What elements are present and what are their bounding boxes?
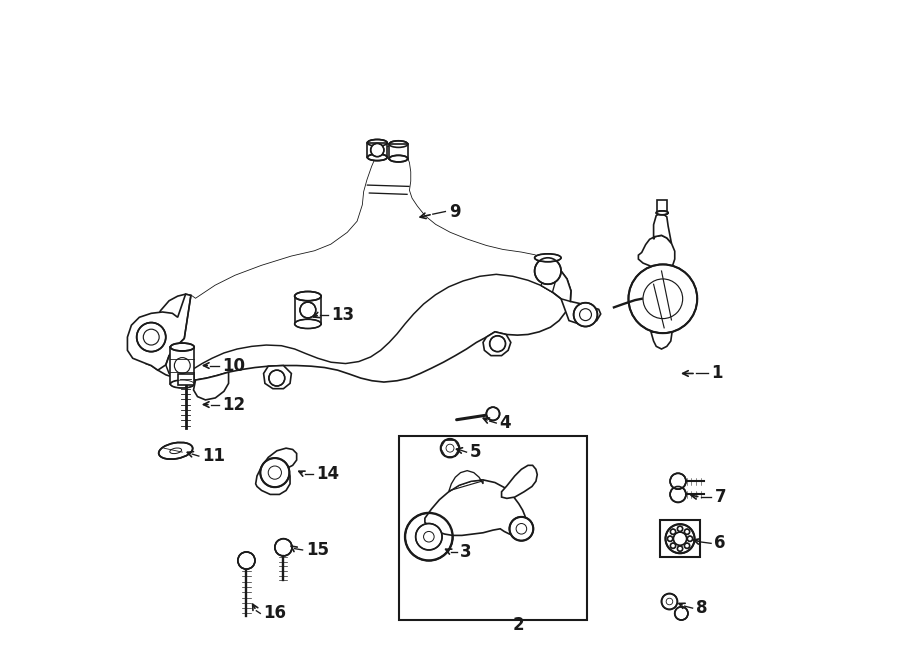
Circle shape bbox=[238, 552, 255, 569]
Text: 11: 11 bbox=[202, 447, 225, 465]
Circle shape bbox=[670, 543, 676, 549]
Ellipse shape bbox=[535, 254, 561, 262]
Circle shape bbox=[509, 517, 534, 541]
Circle shape bbox=[405, 513, 453, 561]
Ellipse shape bbox=[389, 155, 408, 162]
Ellipse shape bbox=[170, 343, 194, 351]
Circle shape bbox=[688, 536, 693, 541]
Ellipse shape bbox=[294, 319, 321, 329]
Polygon shape bbox=[194, 372, 229, 400]
Bar bbox=[177, 374, 194, 385]
Text: 8: 8 bbox=[696, 599, 707, 617]
Ellipse shape bbox=[367, 154, 387, 161]
Polygon shape bbox=[146, 147, 571, 382]
Ellipse shape bbox=[170, 380, 194, 388]
Polygon shape bbox=[651, 332, 672, 349]
Polygon shape bbox=[541, 268, 600, 324]
Polygon shape bbox=[449, 471, 483, 492]
Circle shape bbox=[490, 336, 506, 352]
Text: 1: 1 bbox=[711, 364, 723, 383]
Polygon shape bbox=[256, 448, 297, 494]
Polygon shape bbox=[501, 465, 537, 498]
Circle shape bbox=[137, 323, 166, 352]
Circle shape bbox=[416, 524, 442, 550]
Circle shape bbox=[675, 607, 688, 620]
Circle shape bbox=[678, 546, 683, 551]
Circle shape bbox=[573, 303, 598, 327]
Polygon shape bbox=[264, 366, 292, 389]
Circle shape bbox=[670, 486, 686, 502]
Circle shape bbox=[668, 536, 673, 541]
Text: 4: 4 bbox=[500, 414, 511, 432]
Text: 6: 6 bbox=[715, 534, 726, 553]
Text: 12: 12 bbox=[222, 395, 245, 414]
Polygon shape bbox=[653, 213, 671, 243]
Bar bbox=[170, 347, 194, 384]
Circle shape bbox=[673, 532, 687, 545]
Text: 13: 13 bbox=[331, 305, 354, 324]
Ellipse shape bbox=[367, 139, 387, 146]
Circle shape bbox=[665, 524, 695, 553]
Circle shape bbox=[684, 529, 689, 534]
Polygon shape bbox=[166, 147, 571, 380]
Circle shape bbox=[662, 594, 678, 609]
Circle shape bbox=[678, 526, 683, 531]
Polygon shape bbox=[541, 260, 559, 292]
Polygon shape bbox=[425, 480, 526, 535]
Circle shape bbox=[684, 543, 689, 549]
Circle shape bbox=[628, 264, 698, 333]
Circle shape bbox=[274, 539, 292, 556]
Polygon shape bbox=[128, 294, 191, 370]
Bar bbox=[661, 520, 700, 557]
Text: 15: 15 bbox=[306, 541, 328, 559]
Ellipse shape bbox=[294, 292, 321, 301]
Text: 16: 16 bbox=[264, 604, 286, 623]
Circle shape bbox=[486, 407, 500, 420]
Polygon shape bbox=[638, 235, 688, 332]
Text: 7: 7 bbox=[715, 488, 726, 506]
Ellipse shape bbox=[158, 442, 193, 459]
Ellipse shape bbox=[389, 141, 408, 147]
Text: 14: 14 bbox=[317, 465, 339, 483]
Ellipse shape bbox=[656, 211, 668, 215]
Bar bbox=[657, 200, 668, 213]
Text: 10: 10 bbox=[222, 356, 245, 375]
Circle shape bbox=[260, 458, 290, 487]
Text: 3: 3 bbox=[460, 543, 472, 561]
Bar bbox=[399, 436, 588, 620]
Circle shape bbox=[535, 258, 561, 284]
Circle shape bbox=[269, 370, 284, 386]
Circle shape bbox=[670, 529, 676, 534]
Text: 5: 5 bbox=[470, 443, 482, 461]
Text: 9: 9 bbox=[449, 202, 460, 221]
Polygon shape bbox=[483, 332, 511, 356]
Bar bbox=[367, 143, 387, 157]
Circle shape bbox=[371, 143, 384, 157]
Circle shape bbox=[441, 439, 459, 457]
Text: 2: 2 bbox=[513, 615, 525, 634]
Bar bbox=[389, 144, 408, 159]
Circle shape bbox=[670, 473, 686, 489]
Bar bbox=[294, 296, 321, 324]
Circle shape bbox=[300, 302, 316, 318]
